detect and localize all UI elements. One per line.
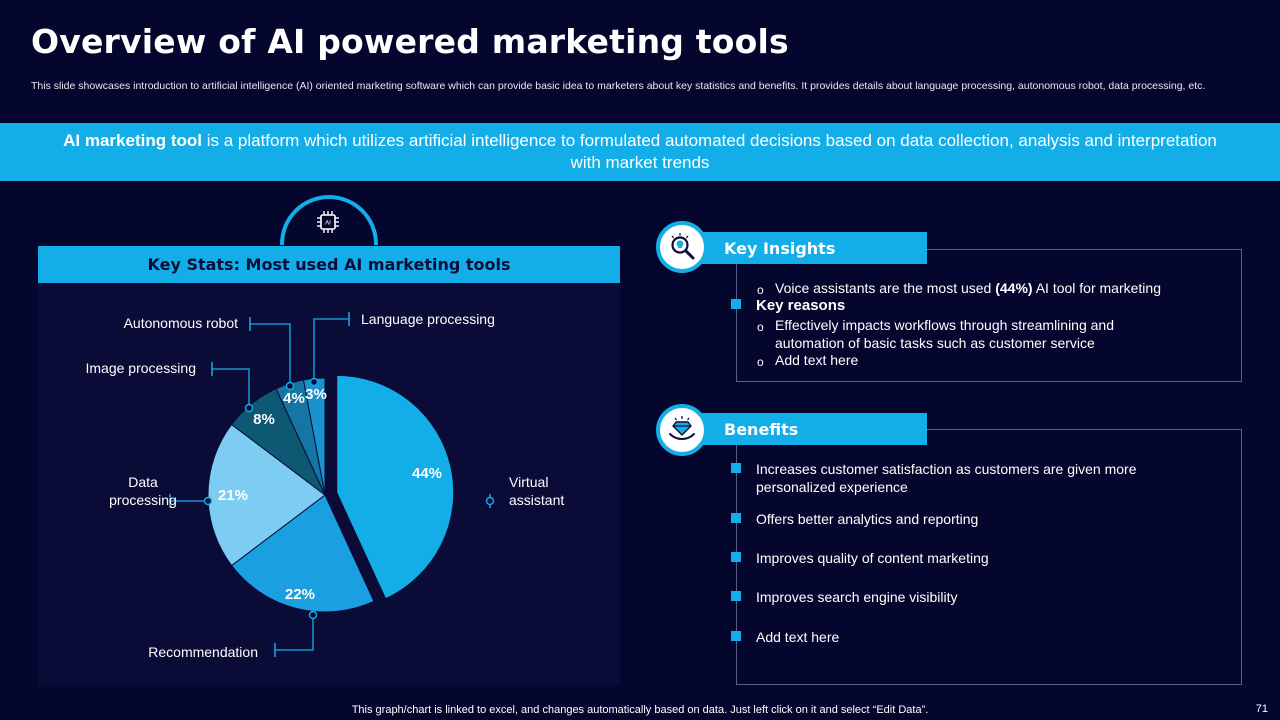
banner-text: AI marketing tool is a platform which ut… bbox=[50, 130, 1230, 174]
bullet-square bbox=[731, 513, 741, 523]
data-label-virtual-assistant: 44% bbox=[412, 465, 442, 482]
bullet-square bbox=[731, 299, 741, 309]
leader-dot-image-processing bbox=[244, 403, 254, 413]
leader-dot-recommendation bbox=[308, 610, 318, 620]
category-label-line: Virtual bbox=[509, 474, 548, 490]
bullet-circle: o bbox=[757, 355, 764, 369]
data-label-autonomous-robot: 4% bbox=[283, 390, 305, 407]
key-insights-badge bbox=[656, 221, 708, 273]
reason-2: Add text here bbox=[775, 352, 859, 368]
ai-chip-icon: AI bbox=[317, 211, 339, 233]
bullet-square bbox=[731, 591, 741, 601]
category-label-language-processing: Language processing bbox=[361, 311, 495, 327]
slide-subtitle: This slide showcases introduction to art… bbox=[31, 80, 1206, 92]
pie-slice-data-processing[interactable] bbox=[207, 423, 326, 567]
insight-line-1-post: AI tool for marketing bbox=[1032, 280, 1161, 296]
leader-line-autonomous-robot bbox=[250, 323, 291, 386]
leader-dot-virtual-assistant bbox=[485, 496, 495, 506]
bullet-circle: o bbox=[757, 283, 764, 297]
chip-label: AI bbox=[325, 221, 331, 227]
benefits-title: Benefits bbox=[724, 419, 799, 439]
leader-line-recommendation bbox=[275, 615, 314, 651]
pie-chart: 44% 22% 21% 8% 4% 3% Virtual assistant Recommend… bbox=[85, 311, 564, 660]
insight-line-1-pre: Voice assistants are the most used bbox=[775, 280, 996, 296]
category-label-autonomous-robot: Autonomous robot bbox=[124, 315, 239, 331]
key-insights-box bbox=[736, 249, 1242, 382]
diamond-hand-icon bbox=[669, 416, 695, 441]
footer-note: This graph/chart is linked to excel, and… bbox=[351, 704, 929, 716]
key-stats-header: Key Stats: Most used AI marketing tools bbox=[38, 246, 620, 283]
key-stats-panel: 44% 22% 21% 8% 4% 3% Virtual assistant Recommend… bbox=[38, 283, 620, 685]
lightbulb-magnifier-icon bbox=[671, 233, 695, 260]
benefit-1-line-b: personalized experience bbox=[756, 479, 908, 495]
data-label-recommendation: 22% bbox=[285, 586, 315, 603]
data-label-image-processing: 8% bbox=[253, 411, 275, 428]
leader-dot-data-processing bbox=[203, 496, 213, 506]
benefit-1-line-a: Increases customer satisfaction as custo… bbox=[756, 461, 1137, 477]
key-insights-tag: Key Insights bbox=[698, 232, 927, 264]
leader-dot-language-processing bbox=[309, 377, 319, 387]
pie-slice-recommendation[interactable] bbox=[230, 494, 375, 613]
page-number: 71 bbox=[1255, 703, 1268, 715]
category-label-line: Autonomous robot bbox=[124, 315, 239, 331]
bullet-square bbox=[731, 631, 741, 641]
benefit-2: Offers better analytics and reporting bbox=[756, 511, 979, 527]
category-label-line: processing bbox=[109, 492, 177, 508]
category-label-image-processing: Image processing bbox=[85, 360, 196, 376]
category-label-line: Image processing bbox=[85, 360, 196, 376]
insight-line-1-bold: (44%) bbox=[995, 280, 1033, 296]
key-insights-title: Key Insights bbox=[724, 238, 836, 258]
banner-definition: is a platform which utilizes artificial … bbox=[201, 131, 1217, 172]
data-label-data-processing: 21% bbox=[218, 487, 248, 504]
banner-bold-term: AI marketing tool bbox=[63, 131, 202, 150]
insight-line-1: Voice assistants are the most used (44%)… bbox=[775, 279, 1161, 297]
bullet-circle: o bbox=[757, 320, 764, 334]
data-label-language-processing: 3% bbox=[305, 386, 327, 403]
leader-line-image-processing bbox=[212, 368, 250, 408]
category-label-recommendation: Recommendation bbox=[148, 644, 258, 660]
bullet-square bbox=[731, 552, 741, 562]
reason-1-line-a: Effectively impacts workflows through st… bbox=[775, 317, 1115, 333]
benefit-3: Improves quality of content marketing bbox=[756, 550, 989, 566]
leader-line-language-processing bbox=[313, 318, 349, 382]
pie-slice-virtual-assistant[interactable] bbox=[336, 374, 455, 600]
slide-title: Overview of AI powered marketing tools bbox=[31, 22, 789, 61]
key-reasons-title: Key reasons bbox=[756, 297, 846, 314]
category-label-line: Data bbox=[128, 474, 158, 490]
category-label-data-processing: Data processing bbox=[109, 474, 177, 508]
category-label-line: assistant bbox=[509, 492, 564, 508]
reason-1-line-b: automation of basic tasks such as custom… bbox=[775, 335, 1095, 351]
definition-banner: AI marketing tool is a platform which ut… bbox=[0, 123, 1280, 181]
benefit-5: Add text here bbox=[756, 629, 840, 645]
category-label-virtual-assistant: Virtual assistant bbox=[509, 474, 564, 508]
benefits-badge bbox=[656, 404, 708, 456]
benefit-4: Improves search engine visibility bbox=[756, 589, 958, 605]
benefits-tag: Benefits bbox=[698, 413, 927, 445]
bullet-square bbox=[731, 463, 741, 473]
category-label-line: Recommendation bbox=[148, 644, 258, 660]
category-label-line: Language processing bbox=[361, 311, 495, 327]
leader-dot-autonomous-robot bbox=[285, 381, 295, 391]
